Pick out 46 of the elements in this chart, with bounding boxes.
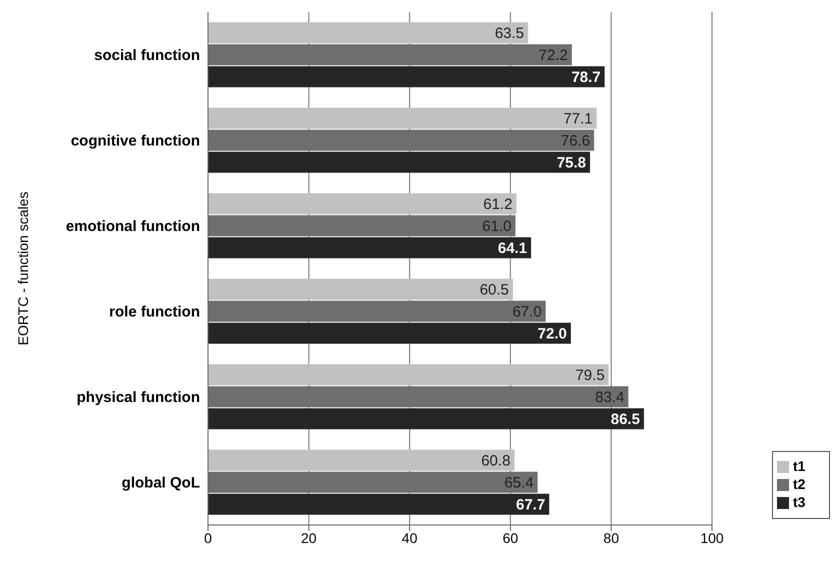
y-tick-label: role function: [109, 304, 200, 321]
y-axis-title: EORTC - function scales: [14, 192, 31, 346]
data-label: 72.0: [538, 326, 567, 343]
data-label: 78.7: [571, 69, 601, 86]
bar: [208, 364, 609, 386]
data-label: 77.1: [563, 110, 593, 128]
data-label: 72.2: [538, 47, 568, 64]
x-tick-label: 60: [502, 530, 518, 546]
y-tick-label: emotional function: [66, 218, 200, 236]
y-tick-label: cognitive function: [70, 132, 200, 150]
x-tick-label: 100: [700, 530, 724, 546]
bar: [208, 152, 590, 173]
bar: [208, 66, 605, 88]
data-label: 64.1: [498, 240, 528, 258]
data-label: 61.0: [482, 218, 512, 236]
data-label: 75.8: [556, 154, 586, 172]
legend-label: t2: [793, 476, 806, 492]
bar: [208, 408, 644, 430]
bar: [208, 278, 513, 300]
y-tick-label: global QoL: [122, 474, 200, 492]
data-label: 60.5: [480, 282, 509, 299]
x-tick-label: 40: [402, 530, 418, 546]
y-tick-label: physical function: [76, 389, 200, 406]
y-tick-label: social function: [94, 47, 200, 64]
data-label: 67.7: [516, 496, 546, 514]
bar: [208, 22, 528, 44]
bar: [208, 322, 571, 344]
legend-label: t1: [793, 458, 806, 474]
data-label: 63.5: [494, 25, 524, 42]
bar: [208, 237, 532, 258]
x-tick-label: 20: [301, 530, 317, 546]
bar: [208, 494, 550, 515]
data-label: 86.5: [610, 411, 640, 428]
data-label: 67.0: [512, 304, 542, 321]
data-label: 76.6: [560, 132, 590, 150]
legend-label: t3: [793, 494, 806, 510]
x-tick-label: 80: [603, 530, 620, 546]
bar: [208, 450, 514, 471]
bar: [208, 193, 516, 214]
data-label: 79.5: [575, 367, 605, 384]
data-label: 83.4: [595, 389, 624, 406]
data-label: 61.2: [483, 196, 512, 214]
data-label: 60.8: [481, 452, 510, 470]
data-label: 65.4: [504, 474, 534, 492]
bar: [208, 108, 597, 129]
x-tick-label: 0: [204, 530, 212, 546]
